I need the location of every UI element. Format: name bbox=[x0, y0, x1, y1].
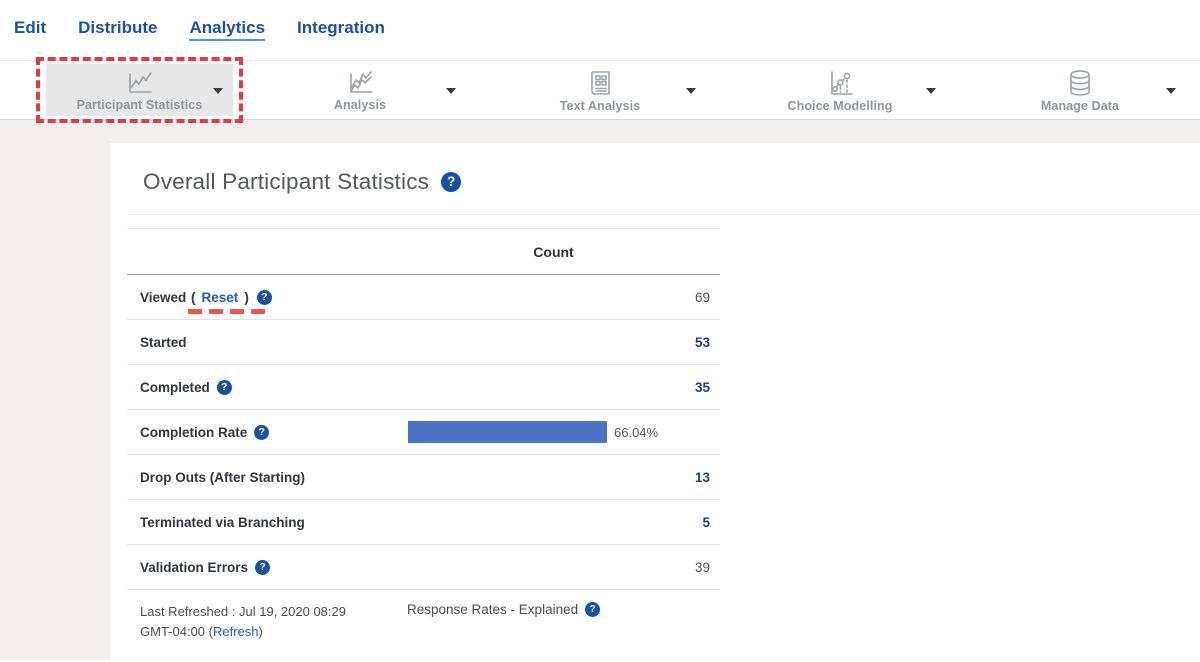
chevron-down-icon[interactable] bbox=[1166, 88, 1176, 94]
toolbar-item-content: Choice Modelling bbox=[787, 68, 892, 113]
annotation-box: Participant Statistics bbox=[36, 57, 243, 123]
chevron-down-icon[interactable] bbox=[213, 88, 223, 94]
table-row-validation-errors: Validation Errors? 39 bbox=[127, 545, 720, 590]
toolbar-item-content: Manage Data bbox=[1041, 68, 1119, 113]
help-icon[interactable]: ? bbox=[257, 290, 272, 305]
participant-statistics-table: Count Viewed ( Reset)? 69 Started 53 Complete… bbox=[127, 228, 720, 641]
row-value: 69 bbox=[695, 290, 710, 305]
completion-rate-bar bbox=[408, 421, 607, 443]
toolbar-item-content: Text Analysis bbox=[560, 68, 641, 113]
help-icon[interactable]: ? bbox=[255, 560, 270, 575]
row-label-text: Completion Rate bbox=[140, 425, 247, 440]
nav-item-distribute[interactable]: Distribute bbox=[78, 19, 157, 41]
toolbar-item-analysis[interactable]: Analysis bbox=[240, 61, 480, 119]
table-row-viewed: Viewed ( Reset)? 69 bbox=[127, 275, 720, 320]
last-refreshed-suffix: ) bbox=[259, 624, 263, 639]
text-analysis-icon bbox=[587, 68, 613, 98]
analysis-icon bbox=[345, 69, 375, 97]
content-panel: Overall Participant Statistics ? Count V… bbox=[110, 143, 1200, 660]
row-label-text: Drop Outs (After Starting) bbox=[140, 470, 305, 485]
chevron-down-icon[interactable] bbox=[446, 88, 456, 94]
panel-header: Overall Participant Statistics ? bbox=[110, 143, 1200, 195]
manage-data-icon bbox=[1066, 68, 1094, 98]
row-label-text: Started bbox=[140, 335, 187, 350]
response-rates-label: Response Rates - Explained bbox=[407, 602, 578, 617]
participant-statistics-icon bbox=[124, 69, 154, 97]
row-label: Completion Rate? bbox=[140, 425, 363, 440]
help-icon[interactable]: ? bbox=[585, 602, 600, 617]
table-row-completed: Completed? 35 bbox=[127, 365, 720, 410]
nav-item-edit[interactable]: Edit bbox=[14, 19, 46, 41]
help-icon[interactable]: ? bbox=[217, 380, 232, 395]
nav-item-analytics[interactable]: Analytics bbox=[189, 19, 265, 41]
toolbar-item-label: Analysis bbox=[334, 98, 386, 112]
refresh-link[interactable]: Refresh bbox=[213, 624, 259, 639]
toolbar-item-label: Choice Modelling bbox=[787, 99, 892, 113]
toolbar-item-text-analysis[interactable]: Text Analysis bbox=[480, 61, 720, 119]
row-label: Drop Outs (After Starting) bbox=[140, 470, 363, 485]
chevron-down-icon[interactable] bbox=[686, 88, 696, 94]
row-label: Viewed ( Reset)? bbox=[140, 290, 363, 305]
selected-toolbar-item-background: Participant Statistics bbox=[46, 64, 233, 116]
page-background: Overall Participant Statistics ? Count V… bbox=[0, 120, 1200, 660]
last-refreshed-text: Last Refreshed : Jul 19, 2020 08:29 GMT-… bbox=[140, 602, 363, 641]
toolbar-item-manage-data[interactable]: Manage Data bbox=[960, 61, 1200, 119]
toolbar-item-label: Manage Data bbox=[1041, 99, 1119, 113]
toolbar-item-participant-statistics[interactable]: Participant Statistics bbox=[0, 61, 240, 119]
table-row-completion-rate: Completion Rate? 66.04% bbox=[127, 410, 720, 455]
table-row-started: Started 53 bbox=[127, 320, 720, 365]
toolbar-item-label: Text Analysis bbox=[560, 99, 641, 113]
row-label-text: Validation Errors bbox=[140, 560, 248, 575]
completion-rate-value: 66.04% bbox=[614, 425, 658, 440]
table-footer-row: Last Refreshed : Jul 19, 2020 08:29 GMT-… bbox=[127, 590, 720, 641]
row-value[interactable]: 13 bbox=[695, 470, 710, 485]
row-label: Started bbox=[140, 335, 363, 350]
count-column-header: Count bbox=[533, 244, 573, 260]
toolbar-item-content: Participant Statistics bbox=[77, 69, 203, 112]
row-value[interactable]: 5 bbox=[702, 515, 710, 530]
toolbar-item-choice-modelling[interactable]: Choice Modelling bbox=[720, 61, 960, 119]
table-row-drop-outs-after-starting: Drop Outs (After Starting) 13 bbox=[127, 455, 720, 500]
toolbar-item-label: Participant Statistics bbox=[77, 98, 203, 112]
row-value: 39 bbox=[695, 560, 710, 575]
choice-modelling-icon bbox=[825, 68, 855, 98]
response-rates-explained: Response Rates - Explained ? bbox=[363, 602, 710, 617]
help-icon[interactable]: ? bbox=[254, 425, 269, 440]
toolbar-item-content: Analysis bbox=[334, 69, 386, 112]
row-label-text: Viewed ( bbox=[140, 290, 197, 305]
row-label: Validation Errors? bbox=[140, 560, 363, 575]
annotation-underline bbox=[188, 309, 272, 314]
table-header-row: Count bbox=[127, 228, 720, 275]
page-title: Overall Participant Statistics bbox=[143, 169, 429, 195]
row-label-text: Completed bbox=[140, 380, 210, 395]
row-value[interactable]: 53 bbox=[695, 335, 710, 350]
reset-link[interactable]: Reset bbox=[202, 290, 239, 305]
nav-item-integration[interactable]: Integration bbox=[297, 19, 385, 41]
analytics-toolbar: Participant Statistics Analysis Text Analy… bbox=[0, 60, 1200, 120]
completion-rate-bar-group: 66.04% bbox=[408, 421, 710, 443]
chevron-down-icon[interactable] bbox=[926, 88, 936, 94]
top-nav: Edit Distribute Analytics Integration bbox=[0, 0, 1200, 60]
row-label-text: ) bbox=[244, 290, 249, 305]
row-label: Completed? bbox=[140, 380, 363, 395]
row-label: Terminated via Branching bbox=[140, 515, 363, 530]
header-divider bbox=[128, 214, 1200, 215]
row-value[interactable]: 35 bbox=[695, 380, 710, 395]
row-label-text: Terminated via Branching bbox=[140, 515, 305, 530]
help-icon[interactable]: ? bbox=[441, 172, 461, 192]
table-row-terminated-via-branching: Terminated via Branching 5 bbox=[127, 500, 720, 545]
